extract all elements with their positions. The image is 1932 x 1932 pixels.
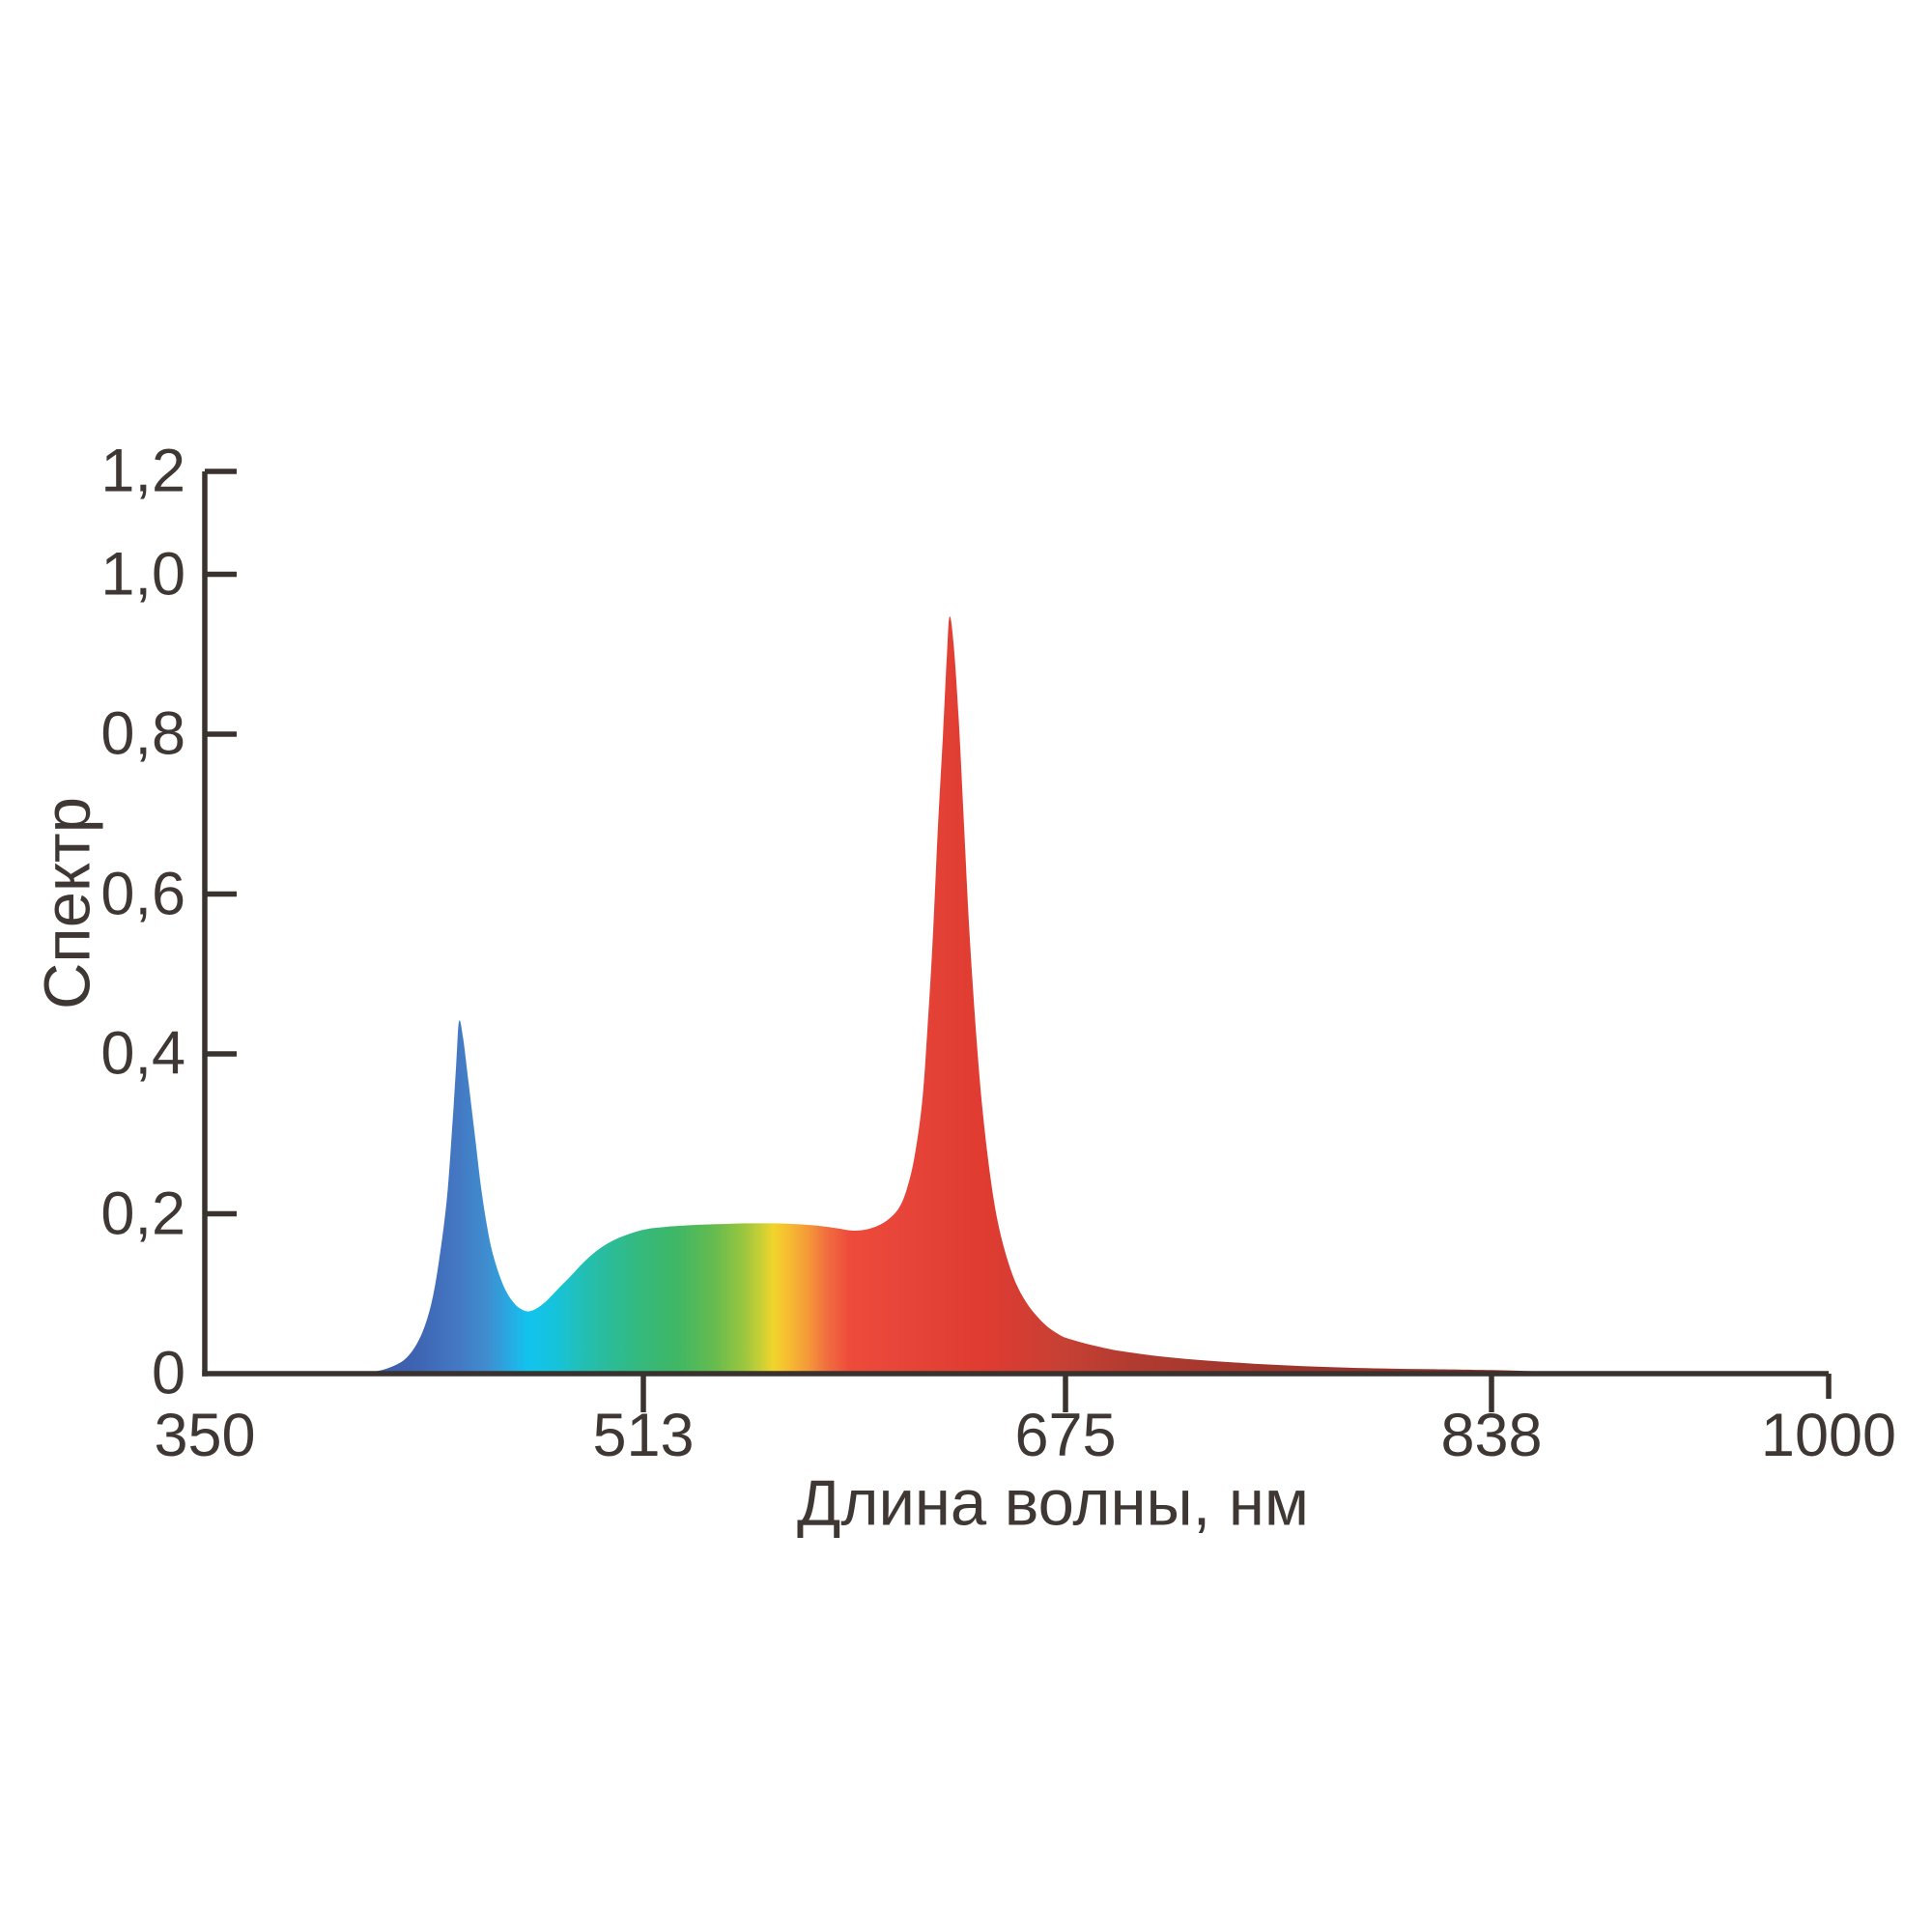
y-tick-label: 0	[151, 1339, 185, 1407]
x-tick-label: 675	[1014, 1402, 1117, 1469]
x-tick-label: 513	[592, 1402, 695, 1469]
y-axis-title: Спектр	[31, 797, 104, 1009]
y-tick-label: 0,6	[100, 860, 185, 927]
y-tick-label: 0,2	[100, 1179, 185, 1247]
spectrum-area	[347, 616, 1830, 1374]
x-tick-label: 838	[1440, 1402, 1543, 1469]
y-tick-label: 1,0	[100, 540, 185, 608]
x-tick-label: 1000	[1760, 1402, 1897, 1469]
y-tick-label: 1,2	[100, 437, 185, 505]
y-tick-label: 0,8	[100, 699, 185, 768]
x-tick-label: 350	[154, 1402, 256, 1469]
y-tick-label: 0,4	[100, 1019, 185, 1088]
x-axis-title: Длина волны, нм	[797, 1466, 1309, 1540]
